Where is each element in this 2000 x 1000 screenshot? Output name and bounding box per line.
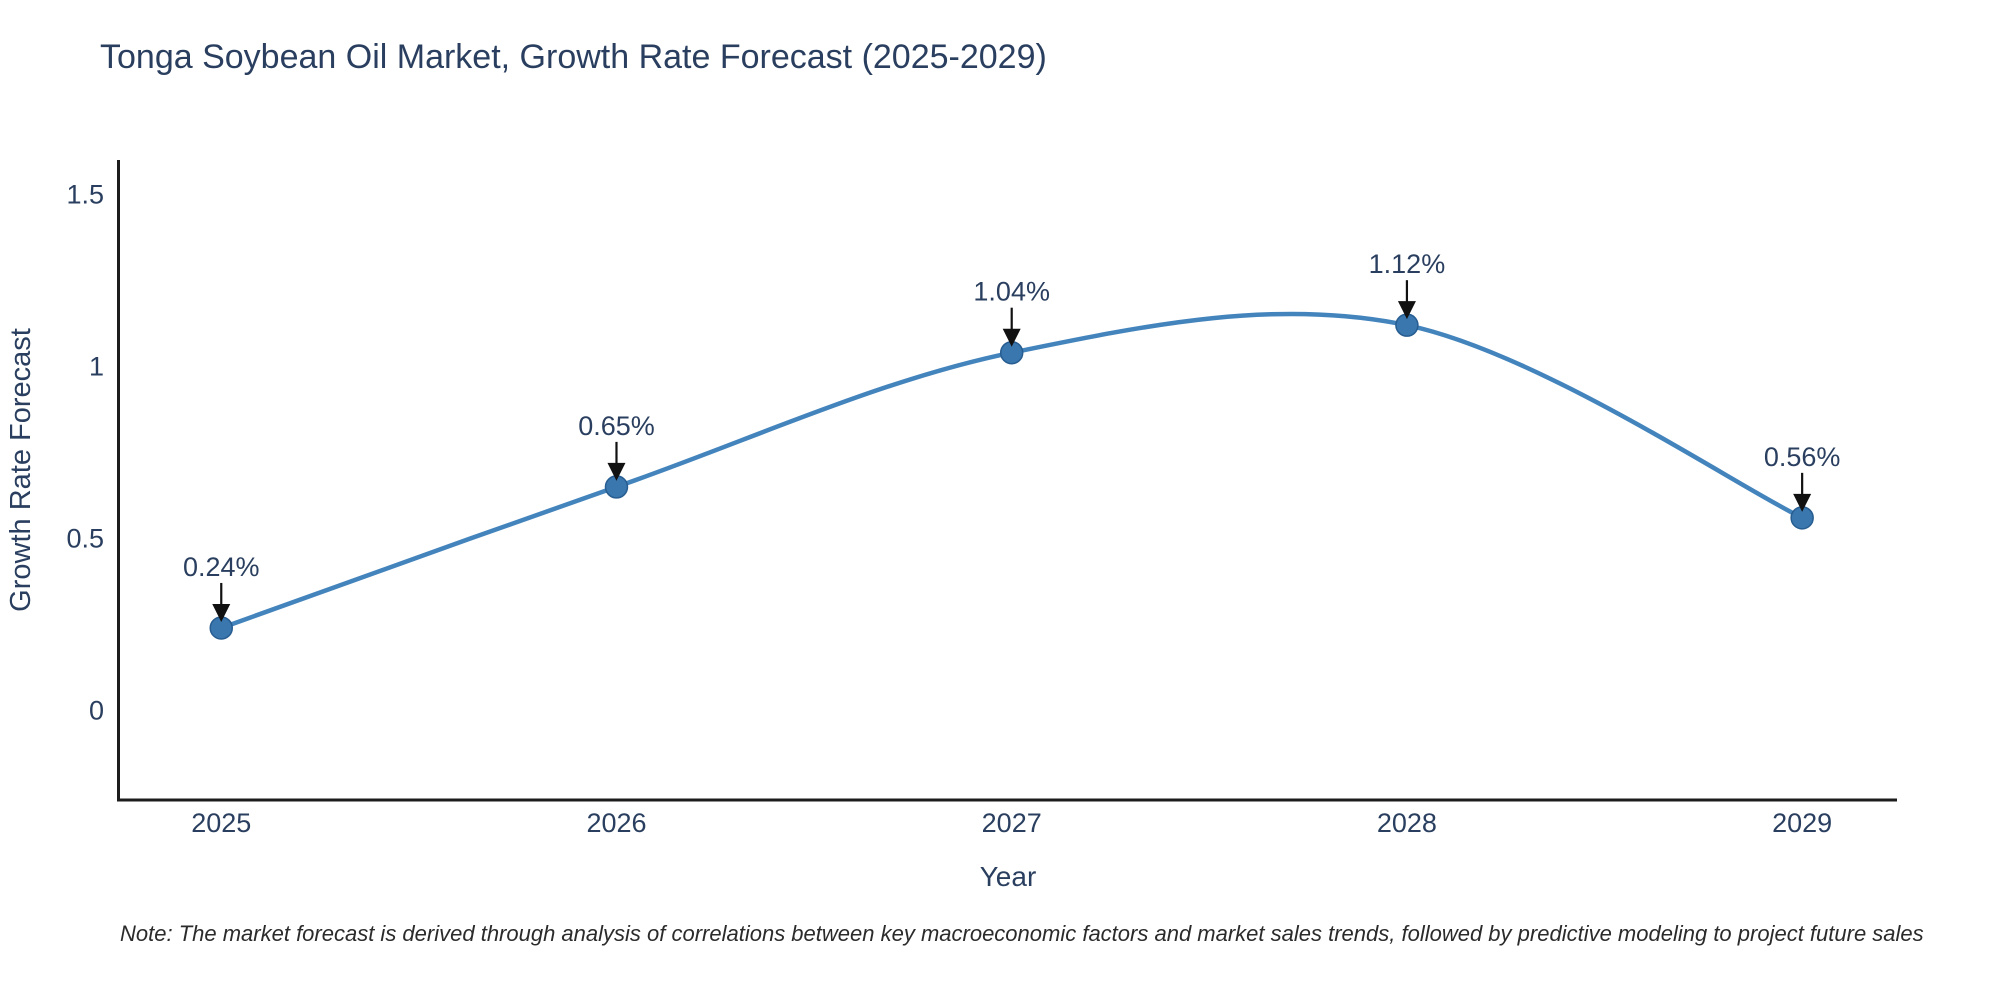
- annotation: 1.12%: [1369, 249, 1446, 320]
- x-axis-title: Year: [980, 861, 1037, 892]
- y-tick-label: 0.5: [66, 523, 104, 553]
- annotation-arrowhead: [1002, 328, 1021, 347]
- y-tick-label: 0: [89, 696, 104, 726]
- y-axis-title: Growth Rate Forecast: [5, 328, 37, 612]
- annotation: 0.65%: [578, 411, 655, 481]
- y-tick-label: 1: [89, 351, 104, 381]
- annotation: 0.56%: [1764, 442, 1841, 512]
- data-point-markers: [209, 313, 1814, 640]
- annotation-value-label: 0.24%: [183, 552, 260, 582]
- chart-footnote: Note: The market forecast is derived thr…: [120, 921, 1924, 946]
- chart-title: Tonga Soybean Oil Market, Growth Rate Fo…: [100, 38, 1047, 76]
- annotation: 0.24%: [183, 552, 260, 622]
- annotation-arrowhead: [607, 462, 626, 481]
- annotation-value-label: 0.56%: [1764, 442, 1841, 472]
- x-axis-tick-labels: 2025 2026 2027 2028 2029: [191, 808, 1832, 838]
- annotation: 1.04%: [973, 277, 1050, 347]
- y-tick-label: 1.5: [66, 179, 104, 209]
- y-axis-tick-labels: 0 0.5 1 1.5: [66, 179, 104, 725]
- annotation-value-label: 0.65%: [578, 411, 655, 441]
- x-tick-label: 2025: [191, 808, 251, 838]
- x-tick-label: 2028: [1377, 808, 1437, 838]
- annotation-arrowhead: [1397, 301, 1416, 320]
- annotation-value-label: 1.12%: [1369, 249, 1446, 279]
- x-tick-label: 2029: [1772, 808, 1832, 838]
- annotation-arrowhead: [212, 603, 231, 622]
- x-tick-label: 2026: [586, 808, 646, 838]
- annotation-value-label: 1.04%: [973, 277, 1050, 307]
- annotation-arrowhead: [1793, 493, 1812, 512]
- x-tick-label: 2027: [982, 808, 1042, 838]
- data-point-annotations: 0.24% 0.65% 1.04% 1.12% 0.56%: [183, 249, 1840, 622]
